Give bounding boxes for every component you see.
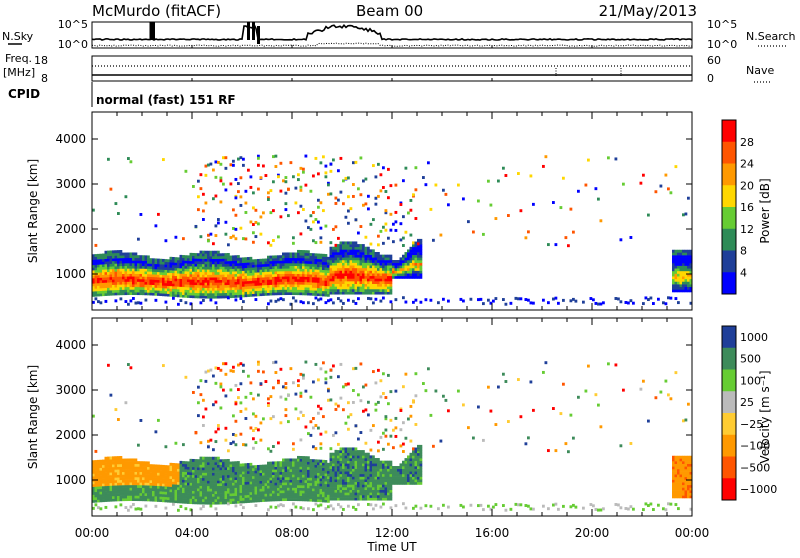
- x-tick-label: 08:00: [275, 526, 310, 540]
- x-tick-label: 12:00: [375, 526, 410, 540]
- colorbar-swatch: [722, 142, 736, 164]
- colorbar-swatch: [722, 229, 736, 251]
- velocity-heatmap-cells: [92, 361, 692, 512]
- power-heatmap-cells: [92, 155, 692, 306]
- x-tick-labels: 00:00 04:00 08:00 12:00 16:00 20:00 00:00: [75, 526, 710, 540]
- colorbar-swatch: [722, 251, 736, 273]
- x-tick-label: 16:00: [475, 526, 510, 540]
- colorbar-tick-label: 4: [740, 266, 747, 279]
- colorbar-tick-label: 28: [740, 136, 754, 149]
- noise-sky-trace: [92, 25, 692, 41]
- x-tick-label: 04:00: [175, 526, 210, 540]
- x-tick-label: 00:00: [675, 526, 710, 540]
- cpid-mode-text: normal (fast) 151 RF: [96, 93, 236, 107]
- colorbar-tick-label: 8: [740, 245, 747, 258]
- noise-sky-label: N.Sky: [2, 30, 34, 43]
- y-tick-label: 4000: [55, 338, 86, 352]
- nave-label: Nave: [746, 64, 774, 77]
- colorbar-swatch: [722, 164, 736, 186]
- colorbar-swatch: [722, 457, 736, 479]
- colorbar-tick-label: 16: [740, 201, 754, 214]
- colorbar-swatch: [722, 272, 736, 294]
- y-tick-label: 2000: [55, 428, 86, 442]
- colorbar-tick-label: 500: [740, 353, 761, 366]
- power-colorbar: 4 8 12 16 20 24 28: [722, 120, 754, 295]
- nave-tick-top: 60: [707, 54, 721, 67]
- colorbar-tick-label: 12: [740, 223, 754, 236]
- colorbar-swatch: [722, 435, 736, 457]
- power-panel: 1000 2000 3000 4000 Slant Range [km]: [26, 112, 692, 310]
- noise-left-tick-bottom: 10^0: [58, 38, 88, 51]
- power-colorbar-label: Power [dB]: [758, 178, 772, 243]
- noise-search-label: N.Search: [746, 30, 796, 43]
- colorbar-swatch: [722, 185, 736, 207]
- velocity-ylabel: Slant Range [km]: [26, 365, 40, 469]
- colorbar-tick-label: 25: [740, 396, 754, 409]
- y-tick-label: 2000: [55, 222, 86, 236]
- colorbar-swatch: [722, 370, 736, 392]
- freq-tick-top: 18: [34, 54, 48, 67]
- freq-panel: Freq. [MHz] 18 8 60 0 Nave: [3, 52, 774, 85]
- noise-panel: N.Sky 10^5 10^0 10^5 10^0 N.Search: [2, 18, 796, 51]
- y-tick-label: 3000: [55, 177, 86, 191]
- cpid-panel: CPID normal (fast) 151 RF: [8, 82, 236, 107]
- cpid-label: CPID: [8, 87, 40, 101]
- y-tick-label: 1000: [55, 473, 86, 487]
- colorbar-swatch: [722, 207, 736, 229]
- velocity-panel: 1000 2000 3000 4000 Slant Range [km]: [26, 318, 692, 516]
- beam-title: Beam 00: [356, 2, 423, 20]
- noise-left-tick-top: 10^5: [58, 18, 88, 31]
- noise-right-tick-bottom: 10^0: [707, 38, 737, 51]
- nave-tick-bottom: 0: [707, 72, 714, 85]
- colorbar-tick-label: 24: [740, 158, 754, 171]
- x-tick-label: 20:00: [575, 526, 610, 540]
- x-axis-label: Time UT: [366, 540, 417, 554]
- colorbar-swatch: [722, 348, 736, 370]
- freq-label: Freq.: [5, 52, 32, 65]
- y-tick-label: 4000: [55, 132, 86, 146]
- x-tick-label: 00:00: [75, 526, 110, 540]
- noise-right-tick-top: 10^5: [707, 18, 737, 31]
- y-tick-label: 1000: [55, 267, 86, 281]
- date-title: 21/May/2013: [599, 2, 697, 20]
- radar-title: McMurdo (fitACF): [92, 2, 221, 20]
- colorbar-tick-label: −1000: [740, 483, 777, 496]
- velocity-colorbar-label: Velocity [m s⁻¹]: [758, 370, 772, 463]
- colorbar-swatch: [722, 120, 736, 142]
- y-tick-label: 3000: [55, 383, 86, 397]
- colorbar-swatch: [722, 413, 736, 435]
- colorbar-tick-label: 1000: [740, 331, 768, 344]
- colorbar-tick-label: 20: [740, 179, 754, 192]
- freq-unit-label: [MHz]: [3, 66, 35, 79]
- colorbar-swatch: [722, 326, 736, 348]
- colorbar-swatch: [722, 478, 736, 500]
- colorbar-swatch: [722, 391, 736, 413]
- power-ylabel: Slant Range [km]: [26, 159, 40, 263]
- freq-tick-bottom: 8: [41, 72, 48, 85]
